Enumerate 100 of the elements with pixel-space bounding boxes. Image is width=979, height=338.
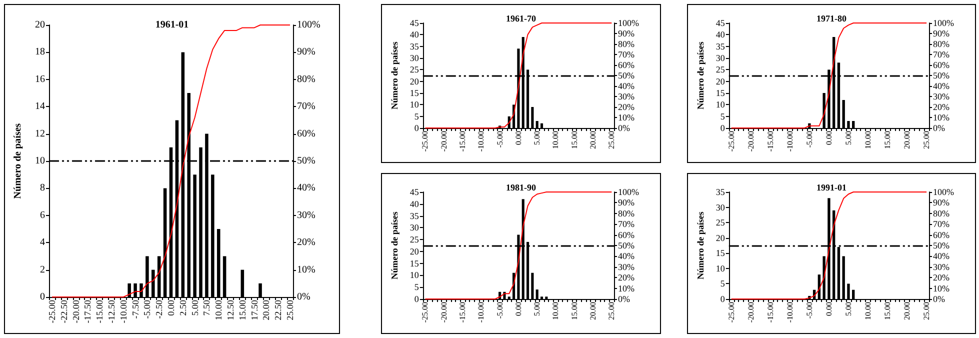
y2-tick-label: 20%: [297, 237, 316, 248]
x-tick-label: 15.00: [570, 131, 579, 149]
chart-title: 1971-80: [816, 14, 847, 24]
x-tick-label: -15.00: [766, 302, 775, 323]
y2-tick-label: 50%: [618, 240, 635, 250]
y2-tick-label: 90%: [618, 28, 635, 38]
x-tick-label: -10.00: [785, 302, 794, 323]
y-tick-label: 10: [716, 100, 726, 110]
y-tick-label: 25: [410, 64, 420, 75]
y2-tick-label: 70%: [618, 219, 635, 230]
y-tick-label: 45: [716, 18, 726, 28]
x-tick-label: 10.00: [551, 131, 560, 149]
x-tick-label: 5.00: [844, 131, 853, 145]
x-tick-label: -20.00: [439, 302, 448, 323]
y2-tick-label: 0%: [618, 294, 630, 304]
x-tick-label: 2.50: [178, 300, 188, 316]
y2-tick-label: 10%: [933, 283, 950, 294]
y-tick-label: 35: [410, 41, 420, 52]
y-tick-label: 40: [410, 30, 420, 40]
y-tick-label: 25: [410, 234, 420, 245]
x-tick-label: -25.00: [420, 302, 430, 323]
y2-tick-label: 90%: [933, 198, 950, 208]
y2-tick-label: 90%: [297, 46, 316, 58]
y-tick-label: 16: [35, 74, 45, 85]
y-tick-label: 0: [414, 294, 420, 304]
x-tick-label: 15.00: [570, 302, 579, 320]
x-tick-label: 15.00: [883, 131, 892, 149]
y-tick-label: 10: [35, 156, 45, 166]
y2-tick-label: 70%: [933, 219, 950, 230]
y2-tick-label: 90%: [618, 198, 635, 208]
y-axis-title: Número de países: [696, 41, 706, 110]
y-tick-label: 2: [40, 264, 45, 276]
y2-tick-label: 100%: [933, 187, 954, 197]
y-tick-label: 18: [35, 46, 45, 58]
y-tick-label: 20: [716, 76, 726, 86]
y-tick-label: 35: [716, 41, 726, 52]
y2-tick-label: 30%: [618, 262, 635, 272]
chart-title: 1961-70: [506, 14, 536, 24]
x-tick-label: -5.00: [495, 302, 504, 319]
x-tick-label: -20.00: [439, 131, 448, 152]
y2-tick-label: 0%: [933, 123, 946, 133]
y-tick-label: 25: [716, 64, 726, 75]
y2-tick-label: 100%: [297, 20, 320, 30]
x-tick-label: 20.00: [588, 302, 598, 320]
x-tick-label: 10.00: [863, 131, 872, 149]
x-tick-label: -7.50: [130, 300, 140, 319]
x-tick-label: -10.00: [118, 300, 128, 324]
y-tick-label: 6: [40, 210, 45, 221]
x-tick-label: 0.00: [824, 131, 834, 145]
x-tick-label: -25.00: [726, 131, 736, 152]
y2-tick-label: 50%: [618, 70, 635, 80]
y-tick-label: 0: [414, 123, 420, 133]
x-tick-label: 25.00: [922, 302, 932, 320]
y-tick-label: 12: [35, 128, 45, 140]
x-tick-label: 0.00: [514, 302, 523, 316]
y-tick-label: 10: [716, 263, 726, 274]
x-tick-label: -5.00: [495, 131, 504, 148]
y2-tick-label: 30%: [933, 92, 950, 102]
y2-tick-label: 60%: [933, 230, 950, 240]
y2-tick-label: 40%: [618, 81, 635, 91]
y2-tick-label: 80%: [618, 208, 635, 218]
x-tick-label: -15.00: [94, 300, 105, 324]
y2-tick-label: 40%: [297, 182, 316, 194]
x-tick-label: 10.00: [551, 302, 560, 320]
y2-tick-label: 60%: [933, 60, 950, 70]
y-tick-label: 35: [716, 187, 726, 197]
y2-tick-label: 100%: [618, 18, 640, 28]
x-tick-label: -22.50: [58, 300, 69, 324]
y-tick-label: 15: [716, 248, 726, 258]
y2-tick-label: 10%: [297, 264, 316, 276]
x-tick-label: -5.00: [804, 302, 814, 319]
y-tick-label: 20: [716, 232, 726, 243]
y2-tick-label: 30%: [618, 92, 635, 102]
y-tick-label: 30: [410, 53, 420, 63]
y-tick-label: 5: [720, 111, 726, 122]
y2-tick-label: 80%: [933, 208, 950, 218]
y-tick-label: 30: [716, 53, 726, 63]
y-tick-label: 20: [410, 76, 420, 86]
x-tick-label: 20.00: [902, 302, 912, 320]
x-tick-label: -5.00: [804, 131, 814, 148]
y2-tick-label: 50%: [933, 240, 950, 250]
y-tick-label: 14: [35, 101, 45, 112]
y2-tick-label: 30%: [297, 210, 316, 221]
y-tick-label: 35: [410, 210, 420, 221]
y2-tick-label: 20%: [618, 272, 635, 283]
y-tick-label: 0: [720, 294, 726, 304]
y-tick-label: 8: [40, 182, 45, 194]
y2-tick-label: 100%: [933, 18, 954, 28]
x-tick-label: -10.00: [476, 302, 486, 323]
y2-tick-label: 60%: [618, 230, 635, 240]
x-tick-label: 20.00: [902, 131, 912, 149]
x-tick-label: 25.00: [607, 302, 616, 320]
y2-tick-label: 70%: [618, 50, 635, 60]
x-tick-label: 10.00: [214, 300, 224, 320]
y2-tick-label: 10%: [933, 112, 950, 122]
y2-tick-label: 0%: [297, 292, 310, 302]
x-tick-label: -2.50: [154, 300, 164, 319]
x-tick-label: 20.00: [588, 131, 598, 149]
y2-tick-label: 90%: [933, 28, 950, 38]
y2-tick-label: 40%: [933, 251, 950, 262]
